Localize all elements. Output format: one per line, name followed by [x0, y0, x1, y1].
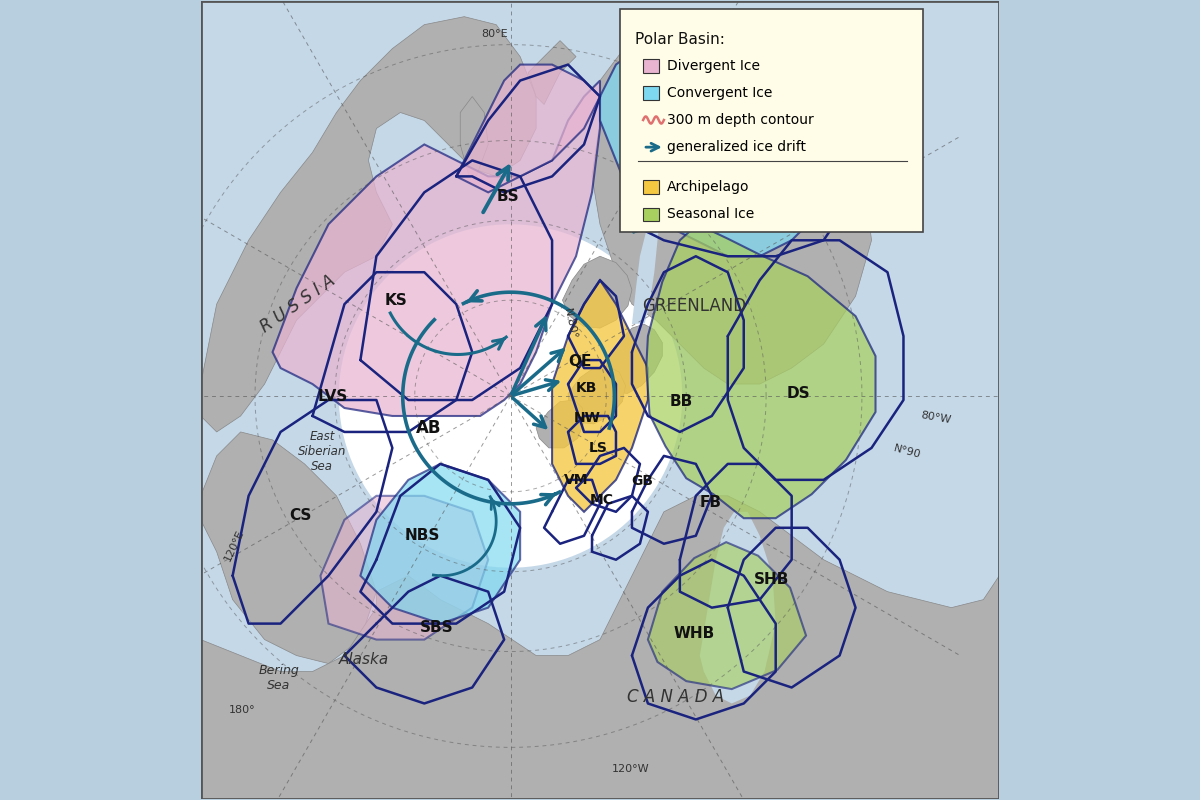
Text: 120°E: 120°E — [222, 528, 246, 562]
Text: Bering
Sea: Bering Sea — [258, 664, 299, 692]
Text: N.80°: N.80° — [562, 308, 578, 341]
Text: KS: KS — [385, 293, 408, 308]
Polygon shape — [456, 65, 600, 192]
Polygon shape — [592, 33, 871, 384]
Text: FB: FB — [700, 494, 721, 510]
Text: AB: AB — [415, 419, 442, 437]
Text: 80°W: 80°W — [919, 410, 952, 425]
FancyBboxPatch shape — [643, 207, 659, 221]
Polygon shape — [200, 17, 536, 432]
Circle shape — [338, 224, 683, 568]
Polygon shape — [648, 542, 806, 689]
FancyBboxPatch shape — [643, 59, 659, 73]
Text: CS: CS — [289, 508, 312, 523]
Text: Polar Basin:: Polar Basin: — [635, 32, 725, 47]
Text: GREENLAND: GREENLAND — [642, 297, 746, 314]
Text: NW: NW — [574, 410, 601, 425]
Text: GB: GB — [631, 474, 653, 489]
FancyBboxPatch shape — [643, 180, 659, 194]
Text: SHB: SHB — [754, 572, 790, 587]
Polygon shape — [552, 280, 648, 512]
Text: 80°E: 80°E — [481, 30, 508, 39]
Text: C A N A D A: C A N A D A — [628, 688, 725, 706]
Text: KB: KB — [576, 381, 598, 395]
FancyBboxPatch shape — [620, 9, 924, 232]
Polygon shape — [200, 1, 1000, 799]
Text: LVS: LVS — [317, 389, 348, 403]
Text: QE: QE — [569, 354, 592, 369]
Text: EG: EG — [667, 194, 690, 210]
Text: NBS: NBS — [406, 528, 440, 543]
Text: WHB: WHB — [673, 626, 715, 641]
Polygon shape — [360, 464, 520, 624]
Text: 180°: 180° — [229, 705, 256, 715]
Text: BB: BB — [670, 394, 694, 409]
Text: MC: MC — [589, 493, 613, 507]
Polygon shape — [632, 208, 660, 324]
Polygon shape — [272, 81, 600, 416]
Text: VM: VM — [564, 473, 588, 487]
Text: 300 m depth contour: 300 m depth contour — [667, 113, 814, 127]
Polygon shape — [563, 256, 632, 328]
Polygon shape — [604, 324, 662, 394]
Text: Divergent Ice: Divergent Ice — [667, 58, 760, 73]
Text: DS: DS — [786, 386, 810, 401]
Text: 120°W: 120°W — [612, 764, 649, 774]
Polygon shape — [528, 41, 576, 105]
FancyBboxPatch shape — [643, 86, 659, 100]
Text: LS: LS — [589, 441, 608, 455]
Polygon shape — [200, 496, 1000, 799]
Polygon shape — [700, 512, 775, 703]
Text: Archipelago: Archipelago — [667, 180, 750, 194]
Text: Alaska: Alaska — [340, 652, 390, 667]
Polygon shape — [536, 400, 584, 448]
Polygon shape — [320, 496, 488, 639]
Text: East
Siberian
Sea: East Siberian Sea — [298, 430, 347, 474]
Polygon shape — [568, 366, 625, 424]
Text: SBS: SBS — [420, 620, 454, 635]
Text: Convergent Ice: Convergent Ice — [667, 86, 773, 100]
Text: R U S S I A: R U S S I A — [257, 272, 338, 337]
Text: BS: BS — [497, 189, 520, 204]
Text: Seasonal Ice: Seasonal Ice — [667, 207, 755, 222]
Text: N°90: N°90 — [893, 443, 923, 460]
Text: generalized ice drift: generalized ice drift — [667, 140, 806, 154]
Polygon shape — [461, 97, 488, 176]
Polygon shape — [200, 432, 377, 663]
Polygon shape — [647, 224, 876, 518]
Polygon shape — [600, 33, 840, 256]
